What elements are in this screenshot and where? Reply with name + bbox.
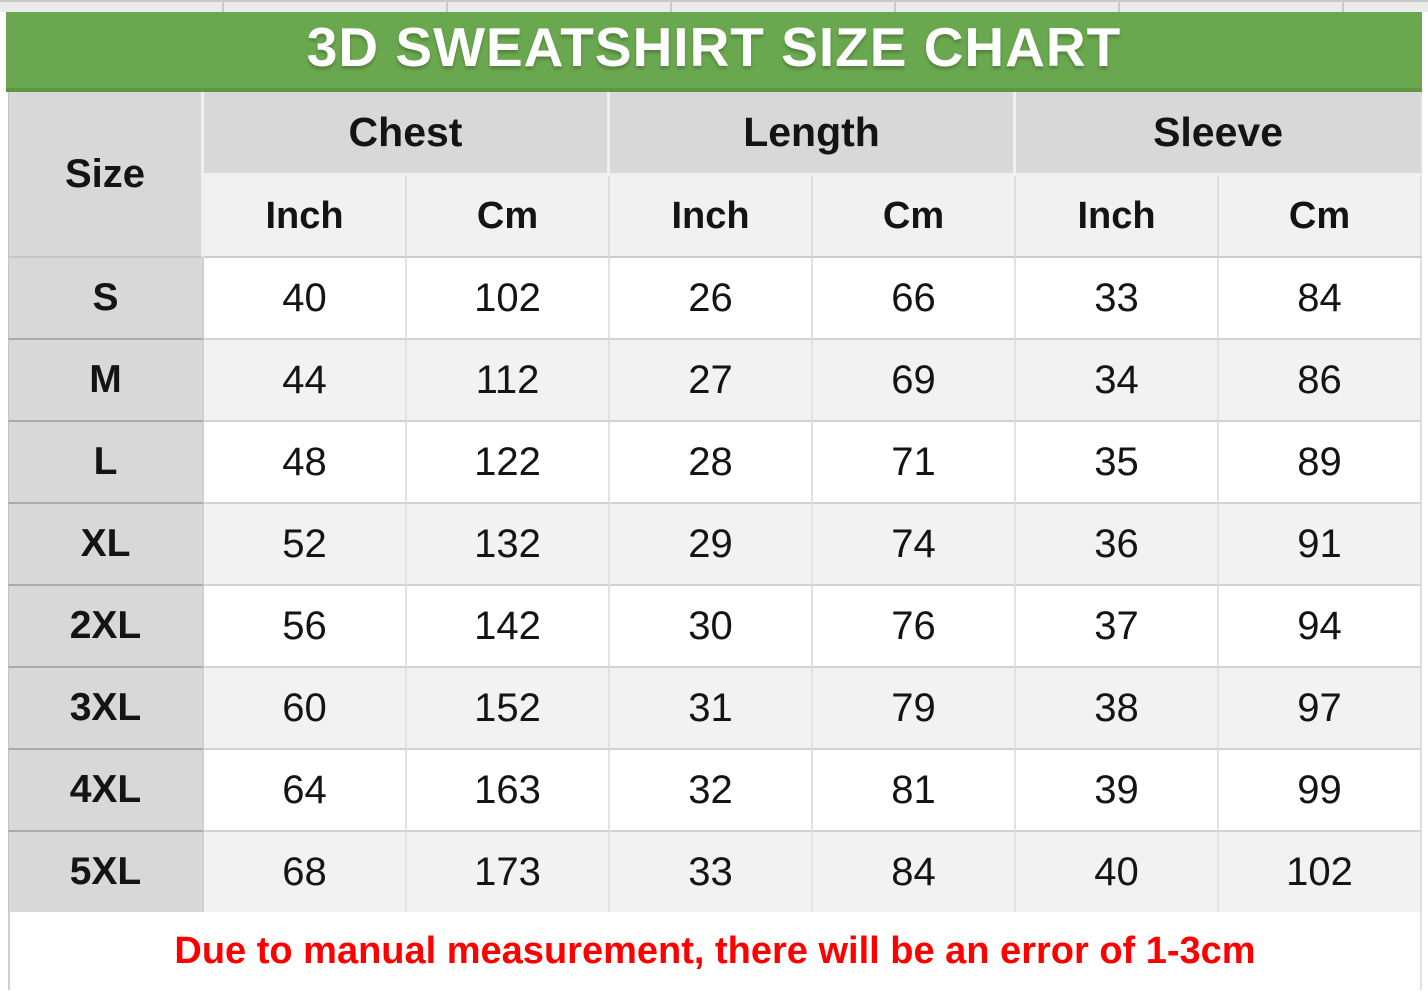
measurement-note-row: Due to manual measurement, there will be… <box>8 912 1422 990</box>
value-cell: 69 <box>813 340 1017 422</box>
value-cell: 35 <box>1016 422 1220 504</box>
value-cell: 97 <box>1219 668 1422 750</box>
value-cell: 81 <box>813 750 1017 832</box>
value-cell: 142 <box>407 586 611 668</box>
value-cell: 84 <box>813 832 1017 912</box>
group-header-row: Size Chest Length Sleeve <box>8 92 1422 258</box>
col-header-length-inch: Inch <box>610 176 814 258</box>
unit-header-row: Inch Cm Inch Cm Inch Cm <box>8 176 1422 258</box>
value-cell: 163 <box>407 750 611 832</box>
value-cell: 91 <box>1219 504 1422 586</box>
value-cell: 40 <box>1016 832 1220 912</box>
value-cell: 74 <box>813 504 1017 586</box>
col-header-sleeve: Sleeve <box>1016 92 1422 176</box>
size-table: Size Chest Length Sleeve Inch Cm Inch Cm… <box>8 92 1422 912</box>
table-row-xl: XL 52 132 29 74 36 91 <box>8 504 1422 586</box>
value-cell: 40 <box>204 258 407 340</box>
table-row-m: M 44 112 27 69 34 86 <box>8 340 1422 422</box>
value-cell: 76 <box>813 586 1017 668</box>
size-cell: L <box>8 422 204 504</box>
table-row-s: S 40 102 26 66 33 84 <box>8 258 1422 340</box>
value-cell: 52 <box>204 504 407 586</box>
spreadsheet-gridline-strip-bottom <box>0 0 1428 12</box>
value-cell: 44 <box>204 340 407 422</box>
value-cell: 122 <box>407 422 611 504</box>
value-cell: 33 <box>610 832 814 912</box>
value-cell: 27 <box>610 340 814 422</box>
table-row-l: L 48 122 28 71 35 89 <box>8 422 1422 504</box>
size-cell: 4XL <box>8 750 204 832</box>
value-cell: 38 <box>1016 668 1220 750</box>
value-cell: 31 <box>610 668 814 750</box>
col-header-chest-inch: Inch <box>204 176 407 258</box>
table-row-3xl: 3XL 60 152 31 79 38 97 <box>8 668 1422 750</box>
size-table-container: Size Chest Length Sleeve Inch Cm Inch Cm… <box>8 92 1422 912</box>
value-cell: 29 <box>610 504 814 586</box>
value-cell: 48 <box>204 422 407 504</box>
value-cell: 71 <box>813 422 1017 504</box>
value-cell: 94 <box>1219 586 1422 668</box>
value-cell: 34 <box>1016 340 1220 422</box>
size-cell: 2XL <box>8 586 204 668</box>
col-header-length-cm: Cm <box>813 176 1017 258</box>
col-header-chest-cm: Cm <box>407 176 611 258</box>
col-header-sleeve-cm: Cm <box>1219 176 1422 258</box>
value-cell: 56 <box>204 586 407 668</box>
value-cell: 132 <box>407 504 611 586</box>
col-header-length: Length <box>610 92 1017 176</box>
size-cell: S <box>8 258 204 340</box>
value-cell: 112 <box>407 340 611 422</box>
size-cell: XL <box>8 504 204 586</box>
value-cell: 102 <box>407 258 611 340</box>
size-cell: M <box>8 340 204 422</box>
value-cell: 152 <box>407 668 611 750</box>
page-title: 3D SWEATSHIRT SIZE CHART <box>306 15 1122 78</box>
value-cell: 30 <box>610 586 814 668</box>
value-cell: 173 <box>407 832 611 912</box>
table-row-2xl: 2XL 56 142 30 76 37 94 <box>8 586 1422 668</box>
value-cell: 68 <box>204 832 407 912</box>
value-cell: 60 <box>204 668 407 750</box>
title-banner: 3D SWEATSHIRT SIZE CHART <box>6 5 1422 92</box>
value-cell: 79 <box>813 668 1017 750</box>
col-header-size: Size <box>8 92 204 258</box>
value-cell: 86 <box>1219 340 1422 422</box>
size-cell: 5XL <box>8 832 204 912</box>
value-cell: 39 <box>1016 750 1220 832</box>
value-cell: 32 <box>610 750 814 832</box>
table-row-4xl: 4XL 64 163 32 81 39 99 <box>8 750 1422 832</box>
value-cell: 33 <box>1016 258 1220 340</box>
value-cell: 89 <box>1219 422 1422 504</box>
value-cell: 99 <box>1219 750 1422 832</box>
value-cell: 36 <box>1016 504 1220 586</box>
value-cell: 26 <box>610 258 814 340</box>
size-cell: 3XL <box>8 668 204 750</box>
value-cell: 28 <box>610 422 814 504</box>
value-cell: 84 <box>1219 258 1422 340</box>
table-row-5xl: 5XL 68 173 33 84 40 102 <box>8 832 1422 912</box>
value-cell: 102 <box>1219 832 1422 912</box>
value-cell: 64 <box>204 750 407 832</box>
value-cell: 66 <box>813 258 1017 340</box>
col-header-sleeve-inch: Inch <box>1016 176 1220 258</box>
value-cell: 37 <box>1016 586 1220 668</box>
col-header-chest: Chest <box>204 92 611 176</box>
measurement-note-text: Due to manual measurement, there will be… <box>174 929 1256 972</box>
